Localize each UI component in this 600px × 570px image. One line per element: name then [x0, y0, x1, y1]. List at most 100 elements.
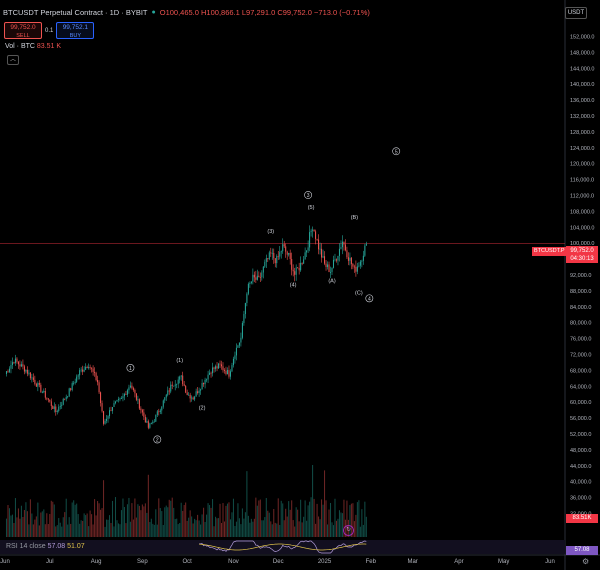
candle-body — [167, 390, 169, 395]
volume-bar — [67, 524, 69, 537]
currency-selector[interactable]: USDT — [565, 7, 587, 19]
symbol-title[interactable]: BTCUSDT Perpetual Contract · 1D · BYBIT — [3, 8, 148, 17]
volume-bar — [210, 507, 212, 537]
candle-body — [125, 394, 127, 395]
volume-bar — [135, 517, 137, 537]
candle-body — [5, 371, 8, 374]
volume-bar — [143, 506, 145, 537]
candle-body — [253, 274, 255, 278]
volume-bar — [352, 503, 354, 537]
volume-bar — [116, 520, 118, 537]
candle-body — [95, 372, 97, 380]
volume-legend[interactable]: Vol · BTC 83.51 K — [5, 43, 61, 50]
volume-bar — [225, 505, 227, 537]
wave-label: (1) — [176, 358, 183, 364]
volume-bar — [22, 516, 24, 537]
candle-body — [34, 379, 36, 384]
volume-bar — [70, 523, 72, 537]
candle-body — [240, 337, 242, 343]
gear-icon[interactable]: ⚙ — [582, 557, 590, 566]
candle-body — [16, 358, 18, 362]
candle-body — [150, 423, 152, 424]
wave-label: 5 — [395, 149, 398, 155]
volume-bar — [252, 521, 254, 537]
volume-bar — [185, 502, 187, 537]
candle-body — [176, 383, 178, 385]
volume-bar — [232, 498, 234, 537]
candle-body — [134, 389, 136, 394]
candle-body — [331, 267, 333, 272]
volume-bar — [82, 520, 84, 537]
volume-bar — [28, 524, 30, 537]
volume-bar — [340, 512, 342, 537]
candle-body — [359, 261, 361, 266]
wave-label: 1 — [129, 366, 132, 372]
volume-bar — [56, 525, 58, 537]
volume-bar — [189, 510, 191, 537]
volume-bar — [108, 515, 111, 537]
ohlc-values: O100,465.0 H100,866.1 L97,291.0 C99,752.… — [159, 8, 370, 17]
candle-body — [73, 383, 75, 384]
time-axis-label: May — [498, 559, 509, 565]
candle-body — [185, 385, 187, 393]
price-axis-label: 100,000.0 — [570, 241, 594, 247]
candle-body — [294, 271, 296, 275]
volume-bar — [141, 504, 143, 537]
volume-bar — [277, 498, 279, 537]
candle-body — [265, 258, 267, 262]
candle-body — [297, 267, 299, 269]
volume-bar — [132, 519, 134, 537]
candle-body — [104, 420, 106, 424]
candle-body — [122, 396, 124, 399]
volume-bar — [341, 513, 343, 537]
volume-bar — [31, 513, 33, 537]
candle-body — [258, 275, 260, 277]
volume-bar — [243, 518, 245, 537]
volume-bar — [312, 465, 314, 537]
candle-body — [340, 247, 342, 249]
candle-body — [195, 391, 197, 397]
candle-body — [56, 410, 58, 412]
candle-body — [35, 383, 37, 387]
rsi-legend[interactable]: RSI 14 close 57.08 51.07 — [6, 543, 85, 550]
price-axis-label: 76,000.0 — [570, 337, 591, 343]
candle-body — [322, 256, 324, 258]
candle-body — [26, 369, 28, 374]
volume-bar — [200, 524, 202, 537]
volume-bar — [217, 518, 220, 537]
volume-bar — [286, 516, 288, 537]
candle-body — [120, 398, 122, 400]
volume-bar — [95, 515, 97, 537]
sell-label: SELL — [16, 33, 30, 39]
volume-bar — [26, 511, 28, 537]
volume-bar — [137, 504, 139, 537]
volume-bar — [324, 470, 326, 537]
candle-body — [8, 368, 11, 372]
buy-button[interactable]: 99,752.1 BUY — [56, 22, 95, 39]
candle-body — [107, 416, 109, 419]
candle-body — [182, 375, 184, 385]
time-axis-label: Feb — [366, 559, 377, 565]
volume-bar — [35, 516, 37, 537]
volume-bar — [332, 525, 335, 537]
volume-bar — [77, 514, 79, 537]
candle-body — [361, 260, 363, 262]
volume-bar — [122, 498, 124, 537]
candle-body — [249, 282, 251, 284]
candle-body — [159, 410, 161, 412]
volume-bar — [334, 498, 336, 537]
volume-bar — [61, 526, 63, 537]
candle-body — [237, 345, 239, 348]
price-axis-label: 36,000.0 — [570, 496, 591, 502]
volume-bar — [179, 522, 181, 537]
candle-body — [86, 366, 88, 369]
volume-bar — [98, 503, 100, 537]
sell-button[interactable]: 99,752.0 SELL — [4, 22, 42, 39]
goto-realtime-icon[interactable]: ↻ — [343, 525, 354, 536]
chevron-up-icon[interactable]: ︿ — [7, 55, 19, 65]
volume-bar — [282, 503, 284, 537]
volume-bar — [165, 505, 167, 537]
volume-bar — [285, 508, 287, 537]
